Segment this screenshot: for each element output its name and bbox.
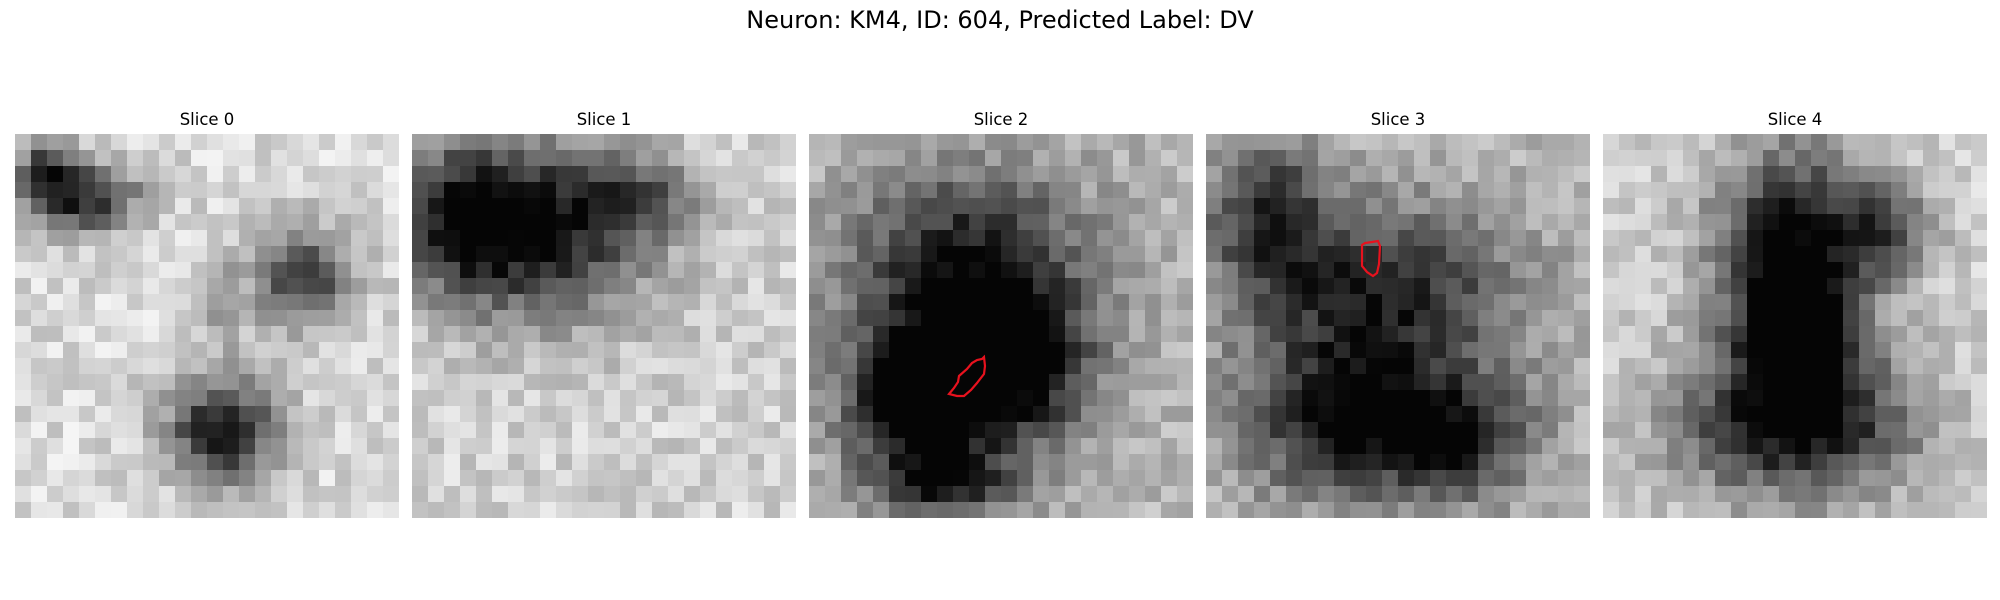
slice-image <box>1603 134 1987 518</box>
slice-image <box>1206 134 1590 518</box>
slice-image <box>809 134 1193 518</box>
slice-title: Slice 0 <box>179 110 235 129</box>
slice-panel-2: Slice 2 <box>809 108 1193 518</box>
slice-title: Slice 1 <box>576 110 632 129</box>
slice-panel-0: Slice 0 <box>15 108 399 518</box>
figure-title: Neuron: KM4, ID: 604, Predicted Label: D… <box>746 6 1254 34</box>
roi-contour <box>947 354 987 398</box>
roi-contour <box>1360 239 1382 278</box>
slice-title: Slice 2 <box>973 110 1029 129</box>
slice-title: Slice 3 <box>1370 110 1426 129</box>
slice-panel-1: Slice 1 <box>412 108 796 518</box>
slice-panel-3: Slice 3 <box>1206 108 1590 518</box>
slice-image <box>412 134 796 518</box>
slice-panel-4: Slice 4 <box>1603 108 1987 518</box>
slice-title: Slice 4 <box>1767 110 1823 129</box>
slice-image <box>15 134 399 518</box>
